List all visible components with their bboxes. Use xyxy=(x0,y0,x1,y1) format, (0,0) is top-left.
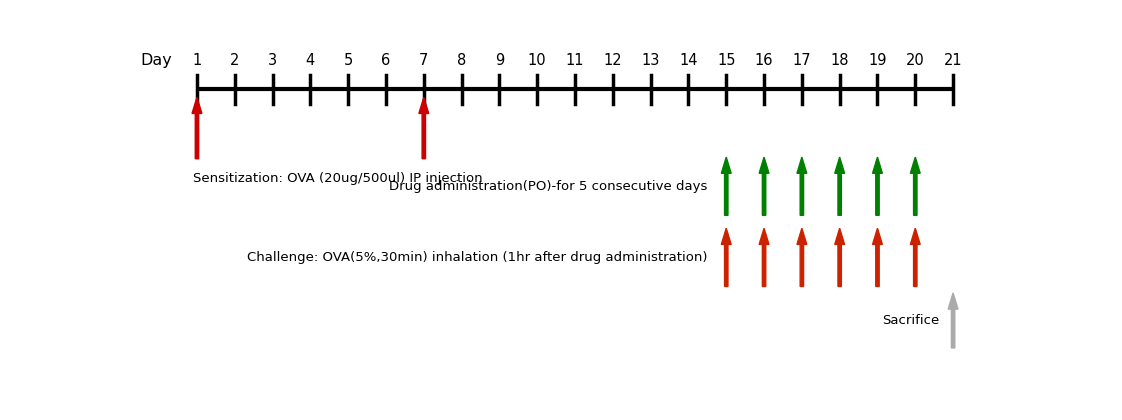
FancyArrow shape xyxy=(835,157,845,215)
Text: 12: 12 xyxy=(604,53,622,68)
FancyArrow shape xyxy=(948,293,958,348)
Text: 2: 2 xyxy=(230,53,239,68)
Text: 4: 4 xyxy=(306,53,315,68)
FancyArrow shape xyxy=(419,97,429,159)
FancyArrow shape xyxy=(760,228,769,286)
Text: 17: 17 xyxy=(792,53,811,68)
Text: 3: 3 xyxy=(268,53,277,68)
Text: 6: 6 xyxy=(381,53,390,68)
FancyArrow shape xyxy=(797,157,807,215)
Text: 9: 9 xyxy=(495,53,504,68)
Text: 16: 16 xyxy=(755,53,773,68)
Text: Sensitization: OVA (20ug/500ul) IP injection: Sensitization: OVA (20ug/500ul) IP injec… xyxy=(193,172,482,185)
Text: Challenge: OVA(5%,30min) inhalation (1hr after drug administration): Challenge: OVA(5%,30min) inhalation (1hr… xyxy=(247,251,707,264)
Text: 1: 1 xyxy=(192,53,202,68)
FancyArrow shape xyxy=(797,228,807,286)
FancyArrow shape xyxy=(910,228,920,286)
Text: 15: 15 xyxy=(717,53,736,68)
FancyArrow shape xyxy=(192,97,202,159)
FancyArrow shape xyxy=(835,228,845,286)
FancyArrow shape xyxy=(721,157,732,215)
Text: 10: 10 xyxy=(528,53,546,68)
Text: Drug administration(PO)-for 5 consecutive days: Drug administration(PO)-for 5 consecutiv… xyxy=(389,180,707,193)
FancyArrow shape xyxy=(873,228,882,286)
Text: 11: 11 xyxy=(565,53,585,68)
Text: Day: Day xyxy=(140,53,173,68)
Text: 14: 14 xyxy=(679,53,698,68)
FancyArrow shape xyxy=(760,157,769,215)
FancyArrow shape xyxy=(910,157,920,215)
Text: 7: 7 xyxy=(420,53,429,68)
Text: 8: 8 xyxy=(457,53,467,68)
FancyArrow shape xyxy=(721,228,732,286)
Text: 13: 13 xyxy=(642,53,660,68)
FancyArrow shape xyxy=(873,157,882,215)
Text: 20: 20 xyxy=(905,53,925,68)
Text: 5: 5 xyxy=(343,53,352,68)
Text: 18: 18 xyxy=(830,53,849,68)
Text: Sacrifice: Sacrifice xyxy=(883,314,940,327)
Text: 21: 21 xyxy=(944,53,963,68)
Text: 19: 19 xyxy=(868,53,886,68)
